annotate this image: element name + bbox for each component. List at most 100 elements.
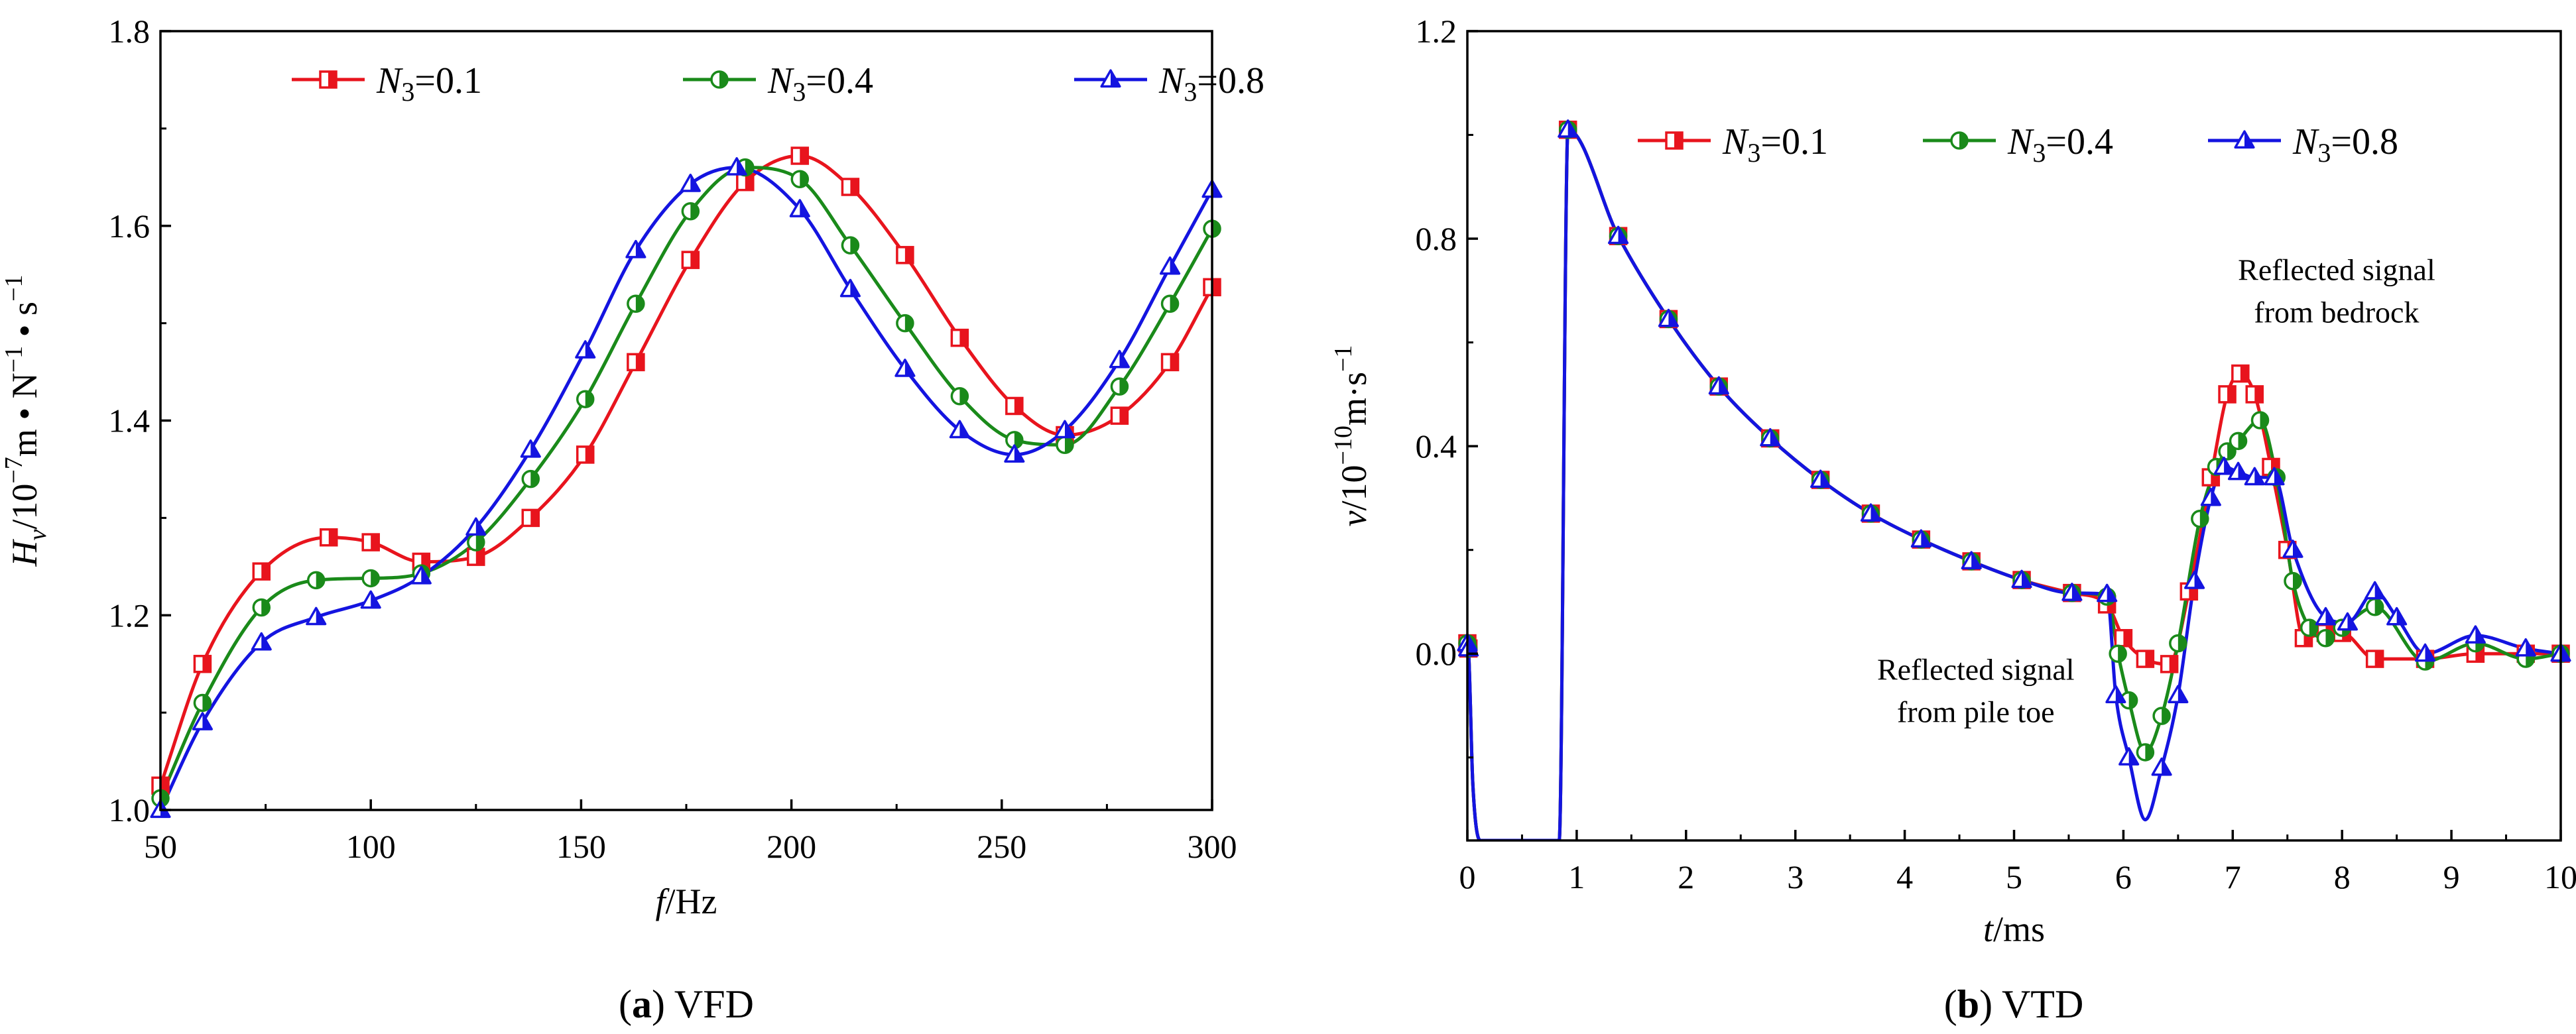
- data-point-s3-26: [2228, 461, 2249, 481]
- y-ticks: 1.0 1.2 1.4 1.6 1.8: [109, 13, 171, 829]
- data-point-s1-25: [2245, 385, 2264, 404]
- data-point-s3-5: [360, 590, 381, 609]
- x-ticks: 0 1 2 3 4 5 6 7 8 9 10: [1459, 830, 2576, 895]
- x-tick-label: 5: [2006, 858, 2022, 895]
- x-tick-label: 1: [1568, 858, 1585, 895]
- y-tick-label: 1.2: [1416, 13, 1457, 50]
- data-point-s1-15: [896, 246, 914, 264]
- data-point-s2-20: [2136, 743, 2155, 762]
- data-point-s3-18: [2105, 685, 2126, 703]
- data-point-s3-36: [2515, 638, 2536, 657]
- data-point-s1-16: [950, 328, 969, 347]
- panel-caption: (a) VFD: [619, 982, 754, 1026]
- data-point-s1-19: [1110, 406, 1129, 425]
- y-ticks: 0.0 0.4 0.8 1.2: [1416, 13, 1478, 759]
- x-tick-label: 2: [1678, 858, 1694, 895]
- annotation-line: Reflected signal: [2238, 253, 2435, 287]
- data-point-s3-11: [680, 174, 701, 192]
- y-axis-label: Hv/10−7m • N−1 • s−1: [0, 274, 52, 567]
- legend-marker: [2234, 130, 2255, 149]
- data-point-s2-8: [521, 469, 540, 488]
- data-point-s3-14: [839, 278, 861, 298]
- x-tick-label: 0: [1459, 858, 1476, 895]
- data-point-s3-17: [2097, 583, 2118, 603]
- data-point-s3-3: [251, 632, 272, 651]
- annotation-1: Reflected signal from bedrock: [2238, 253, 2435, 329]
- data-point-s2-14: [841, 236, 860, 255]
- data-point-s3-15: [894, 359, 916, 377]
- data-point-s1-20: [1160, 353, 1180, 372]
- panel-a-vfd-chart: 50 100 150 200 250 300 1.0 1.2 1.4 1.6 1.8 f/Hz Hv/1…: [0, 13, 1264, 1026]
- data-point-s3-22: [2168, 685, 2189, 703]
- data-point-s2-30: [2300, 618, 2319, 637]
- legend-marker: [710, 70, 729, 89]
- data-point-s1-20: [2160, 655, 2179, 673]
- legend-item-2: N3=0.4: [1923, 121, 2113, 168]
- panel-b-vtd-chart: 0 1 2 3 4 5 6 7 8 9 10 0.0 0.4 0.8 1.2 t/ms v/10−10m·s−1…: [1329, 13, 2576, 1026]
- data-point-s2-13: [790, 170, 810, 188]
- data-point-s3-17: [1004, 444, 1025, 463]
- data-point-s3-19: [1109, 349, 1130, 369]
- x-axis-label: f/Hz: [656, 882, 717, 921]
- data-point-s3-29: [2282, 540, 2303, 558]
- data-point-s2-16: [950, 387, 969, 406]
- data-point-s3-12: [726, 157, 747, 176]
- data-point-s2-11: [681, 201, 700, 221]
- data-point-s2-29: [2284, 571, 2302, 591]
- data-point-s1-11: [681, 251, 700, 269]
- data-point-s2-33: [2365, 598, 2384, 616]
- legend-label: N3=0.1: [376, 60, 482, 107]
- series-line-2: [1467, 128, 2561, 840]
- y-axis-label: v/10−10m·s−1: [1329, 345, 1374, 527]
- legend: N3=0.1 N3=0.4 N3=0.8: [1638, 121, 2398, 168]
- data-point-s2-22: [2169, 634, 2187, 653]
- x-tick-label: 50: [144, 828, 177, 865]
- axes-frame: [159, 30, 1213, 811]
- legend-label: N3=0.8: [2292, 121, 2398, 168]
- data-point-s3-9: [1708, 376, 1729, 395]
- data-point-s3-20: [1160, 256, 1181, 275]
- legend-item-2: N3=0.4: [683, 60, 873, 107]
- data-markers: [150, 146, 1223, 819]
- legend-item-3: N3=0.8: [2208, 121, 2398, 168]
- data-point-s3-6: [1558, 119, 1579, 138]
- data-point-s3-30: [2315, 606, 2337, 626]
- data-point-s2-21: [2152, 707, 2171, 725]
- data-point-s3-11: [1810, 469, 1831, 488]
- data-point-s3-7: [1608, 225, 1629, 245]
- data-point-s2-9: [576, 390, 595, 408]
- data-point-s3-34: [2414, 643, 2436, 662]
- data-point-s3-15: [2011, 569, 2032, 589]
- data-point-s3-13: [789, 199, 810, 217]
- data-point-s2-7: [467, 533, 485, 551]
- data-point-s2-5: [361, 569, 380, 588]
- data-point-s2-23: [2191, 509, 2209, 528]
- data-point-s3-32: [2364, 581, 2386, 600]
- y-tick-label: 0.4: [1416, 428, 1457, 465]
- data-point-s3-2: [192, 712, 213, 730]
- x-tick-label: 10: [2544, 858, 2576, 895]
- annotation-line: from pile toe: [1897, 695, 2055, 728]
- data-point-s2-2: [193, 693, 212, 713]
- legend: N3=0.1 N3=0.4 N3=0.8: [292, 60, 1264, 107]
- annotation-2: Reflected signal from pile toe: [1877, 652, 2075, 728]
- data-point-s1-5: [361, 533, 380, 551]
- data-point-s3-23: [2184, 571, 2205, 589]
- data-point-s3-7: [465, 517, 487, 536]
- data-point-s3-18: [1054, 420, 1075, 439]
- data-point-s3-28: [2264, 467, 2285, 486]
- x-tick-label: 7: [2225, 858, 2241, 895]
- data-point-s3-31: [2337, 612, 2358, 631]
- y-tick-label: 1.8: [109, 13, 151, 50]
- data-point-s3-10: [625, 239, 646, 258]
- data-point-s1-9: [576, 445, 595, 464]
- x-tick-label: 150: [556, 828, 606, 865]
- data-point-s2-27: [2250, 411, 2270, 430]
- data-point-s1-8: [521, 508, 540, 528]
- legend-marker: [1665, 131, 1684, 150]
- data-point-s1-17: [1005, 396, 1024, 416]
- annotation-line: from bedrock: [2254, 296, 2419, 329]
- data-point-s3-27: [2244, 467, 2265, 486]
- legend-item-3: N3=0.8: [1074, 60, 1264, 107]
